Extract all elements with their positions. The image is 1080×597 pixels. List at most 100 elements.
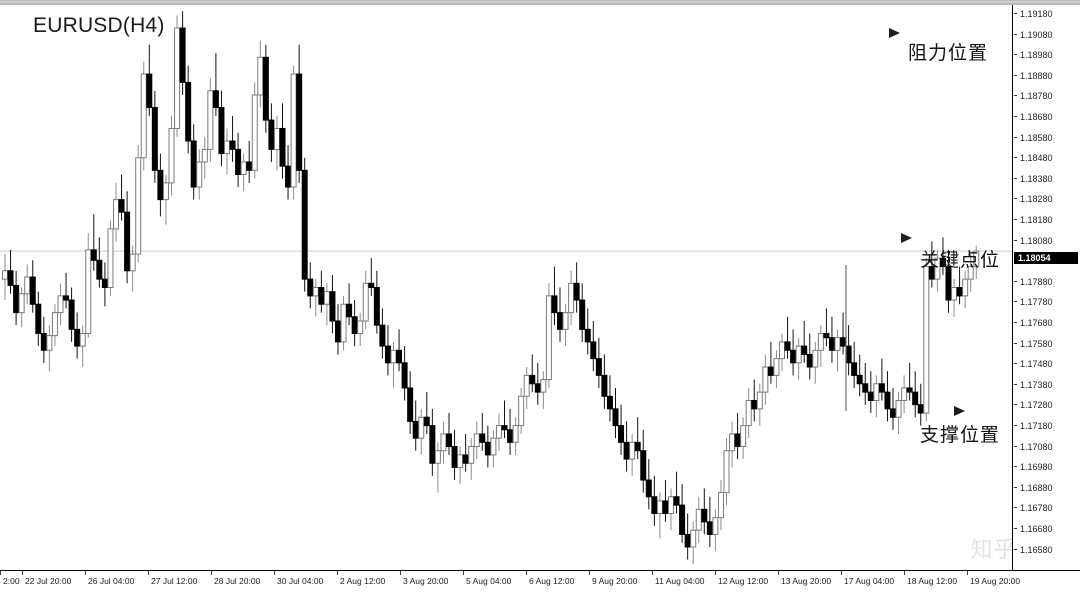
price-tick: 1.17580	[1013, 338, 1080, 350]
candle-bullish	[540, 379, 547, 393]
candle-bullish	[440, 433, 447, 452]
candle-bearish	[307, 278, 314, 297]
candle-bullish	[934, 257, 941, 280]
candle-bullish	[568, 282, 575, 314]
candle-bullish	[129, 253, 136, 272]
price-tick: 1.16980	[1013, 461, 1080, 473]
candle-bearish	[484, 441, 491, 456]
candle-bearish	[862, 383, 869, 393]
candle-bullish	[523, 374, 530, 397]
candle-bearish	[179, 27, 186, 83]
annotation-label-resistance: 阻力位置	[908, 43, 989, 64]
candle-bullish	[273, 127, 280, 150]
candle-bullish	[668, 496, 674, 514]
support-arrow-head	[954, 406, 965, 416]
key-level-arrow-head	[901, 233, 912, 243]
candle-bearish	[212, 90, 219, 109]
candle-bearish	[579, 299, 586, 330]
price-tick: 1.19080	[1013, 29, 1080, 41]
candle-bullish	[717, 492, 724, 519]
candle-bearish	[662, 500, 669, 515]
candle-bearish	[679, 504, 686, 535]
candle-bearish	[801, 345, 808, 355]
candle-bullish	[290, 73, 297, 188]
candle-bearish	[623, 441, 630, 460]
candle-bearish	[507, 429, 514, 443]
candle-bearish	[634, 441, 641, 452]
price-tick: 1.17480	[1013, 358, 1080, 370]
candle-bearish	[823, 333, 830, 339]
candle-bearish	[190, 140, 197, 188]
candle-bullish	[712, 517, 719, 535]
candle-bullish	[762, 366, 769, 393]
candle-bullish	[418, 416, 425, 439]
candle-bearish	[401, 362, 408, 389]
price-tick: 1.17180	[1013, 420, 1080, 432]
candle-bullish	[901, 387, 908, 402]
candle-bearish	[351, 316, 358, 335]
candle-bullish	[562, 312, 569, 330]
candle-bullish	[923, 266, 930, 414]
window-title-bar	[0, 0, 1080, 5]
candle-bearish	[479, 433, 486, 443]
candle-bearish	[462, 454, 469, 464]
candle-bullish	[773, 358, 780, 376]
candle-bearish	[412, 420, 419, 439]
candlestick-canvas	[0, 11, 1012, 564]
price-axis[interactable]: 1.19180 1.19080 1.18980 1.18880 1.18780 1.186…	[1012, 5, 1080, 570]
page-title: EURUSD(H4)	[33, 14, 165, 37]
candle-series	[2, 11, 980, 564]
candle-bullish	[251, 94, 258, 171]
candle-bearish	[684, 533, 691, 548]
candle-bullish	[756, 391, 763, 410]
candle-bullish	[390, 349, 397, 364]
candle-bullish	[495, 425, 502, 439]
candle-bearish	[13, 284, 20, 314]
chart-plot-area[interactable]	[0, 5, 1012, 570]
candle-bearish	[429, 425, 436, 464]
candle-bearish	[645, 479, 652, 498]
candle-bearish	[346, 303, 353, 318]
candle-bearish	[573, 282, 580, 301]
candle-bearish	[890, 408, 896, 418]
candle-bullish	[362, 282, 369, 322]
candle-bearish	[318, 287, 325, 305]
candle-bullish	[51, 312, 58, 337]
candle-bullish	[512, 425, 519, 443]
candle-bearish	[917, 404, 924, 414]
candle-bullish	[340, 303, 347, 343]
candle-bullish	[107, 228, 114, 289]
time-axis[interactable]: 2:00 22 Jul 20:00 26 Jul 04:00 27 Jul 12:00…	[0, 570, 1080, 597]
price-tick: 1.18080	[1013, 235, 1080, 247]
price-tick: 1.16880	[1013, 482, 1080, 494]
price-tick: 1.17780	[1013, 296, 1080, 308]
candle-bearish	[29, 276, 36, 305]
candle-bearish	[229, 140, 236, 150]
candle-bearish	[423, 416, 430, 427]
candle-bearish	[146, 73, 153, 109]
candle-bearish	[262, 56, 269, 121]
candle-bullish	[967, 266, 974, 280]
resistance-arrow-head	[889, 28, 900, 38]
candle-bullish	[518, 395, 525, 427]
candle-bearish	[595, 358, 602, 376]
candle-bearish	[584, 328, 591, 343]
candle-bullish	[135, 157, 142, 255]
candle-bullish	[629, 441, 636, 460]
candle-bullish	[740, 425, 747, 448]
price-tick: 1.17380	[1013, 379, 1080, 391]
candle-bearish	[640, 450, 647, 481]
candle-bullish	[57, 295, 64, 314]
candle-bullish	[46, 335, 53, 351]
candle-bearish	[806, 353, 813, 368]
candle-bearish	[590, 341, 597, 360]
candle-bearish	[784, 341, 791, 351]
price-tick: 1.17080	[1013, 441, 1080, 453]
candle-bearish	[40, 333, 47, 351]
candle-bearish	[63, 295, 70, 301]
candle-bearish	[118, 199, 125, 213]
candle-bearish	[734, 433, 741, 448]
candle-bearish	[368, 282, 375, 289]
candle-bullish	[795, 345, 802, 364]
candle-bearish	[906, 387, 913, 393]
